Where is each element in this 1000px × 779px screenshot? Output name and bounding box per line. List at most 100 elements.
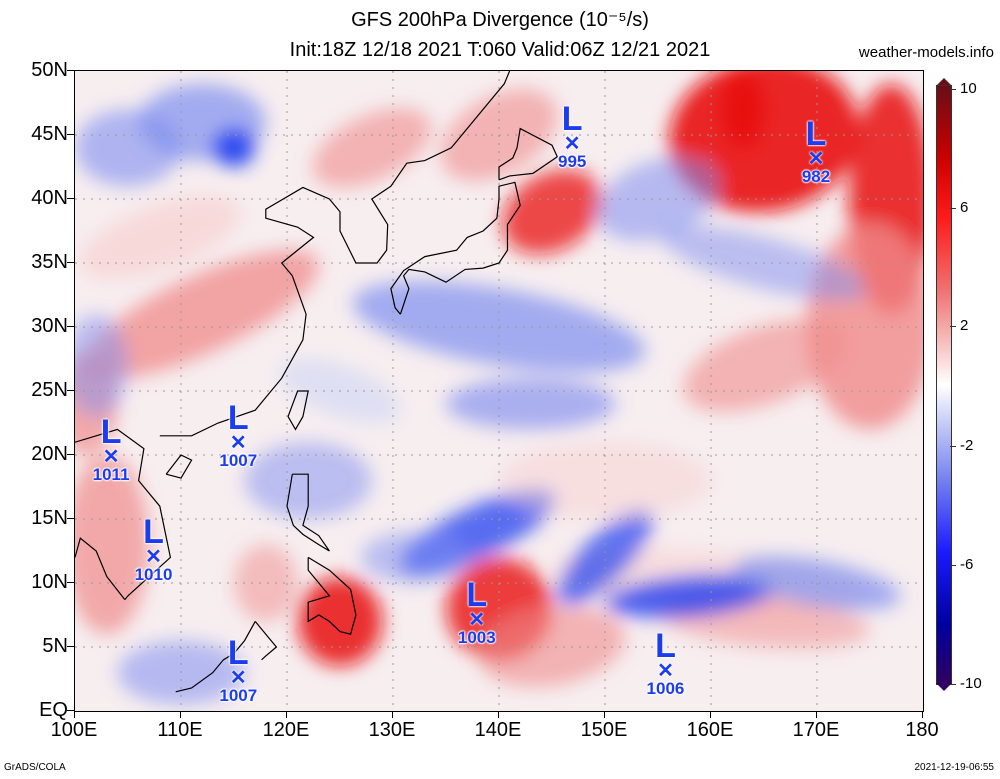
lat-tick-mark	[67, 134, 74, 135]
colorbar	[936, 85, 952, 685]
lon-tick-mark	[286, 711, 287, 718]
lon-tick-label: 160E	[686, 719, 734, 741]
divergence-blob	[312, 108, 432, 188]
coastline	[498, 127, 559, 181]
coastline	[165, 454, 193, 479]
coastline	[254, 621, 278, 661]
low-letter: L	[100, 413, 122, 452]
footer-software: GrADS/COLA	[4, 762, 66, 773]
lat-tick-label: 20N	[31, 443, 68, 465]
divergence-blob	[605, 574, 775, 618]
colorbar-tick	[950, 684, 956, 685]
lat-tick-label: 15N	[31, 507, 68, 529]
lat-tick-mark	[67, 454, 74, 455]
lat-tick-mark	[67, 518, 74, 519]
lat-tick-mark	[67, 710, 74, 711]
coastline	[159, 71, 511, 437]
footer-timestamp: 2021-12-19-06:55	[914, 762, 994, 773]
low-letter: L	[561, 99, 583, 138]
lat-tick-label: 25N	[31, 379, 68, 401]
chart-subtitle: Init:18Z 12/18 2021 T:060 Valid:06Z 12/2…	[289, 39, 711, 61]
lat-tick-label: 45N	[31, 123, 68, 145]
lon-tick-label: 120E	[262, 719, 310, 741]
low-pressure-value: 1011	[92, 465, 130, 485]
low-pressure-value: 1003	[457, 627, 496, 647]
coastline	[75, 537, 126, 601]
low-pressure-value: 982	[801, 167, 831, 187]
low-center-x-icon: ✕	[229, 432, 247, 455]
coastline	[287, 390, 309, 431]
lat-tick-label: 40N	[31, 187, 68, 209]
lon-tick-label: 180	[905, 719, 939, 741]
low-pressure-center: L ✕ 1007	[203, 636, 273, 705]
low-pressure-center: L ✕ 1006	[630, 627, 700, 699]
low-pressure-center: L ✕ 982	[781, 115, 851, 187]
low-center-x-icon: ✕	[807, 148, 825, 171]
low-pressure-center: L ✕ 1003	[442, 575, 512, 647]
low-pressure-center: L ✕ 1007	[203, 401, 273, 471]
colorbar-tick	[950, 89, 956, 90]
lat-tick-label: 10N	[31, 571, 68, 593]
low-letter: L	[805, 115, 827, 154]
colorbar-label: 2	[960, 317, 969, 334]
lat-tick-label: 50N	[31, 59, 68, 81]
colorbar-max-arrow	[936, 78, 952, 86]
divergence-blob	[361, 531, 468, 583]
lon-tick-mark	[180, 711, 181, 718]
coastline	[307, 556, 357, 635]
divergence-blob	[75, 109, 181, 187]
low-center-x-icon: ✕	[145, 546, 162, 569]
lat-tick-mark	[67, 390, 74, 391]
low-letter: L	[143, 513, 164, 552]
low-letter: L	[655, 627, 676, 666]
divergence-blob	[79, 195, 241, 280]
low-pressure-center: L ✕ 1011	[76, 413, 146, 485]
divergence-blob	[297, 576, 383, 667]
divergence-blob	[85, 250, 319, 379]
colorbar-min-arrow	[936, 683, 952, 691]
lon-tick-mark	[498, 711, 499, 718]
divergence-blob	[75, 314, 128, 417]
low-pressure-value: 995	[558, 151, 587, 171]
colorbar-tick	[950, 565, 956, 566]
low-pressure-value: 1010	[134, 565, 173, 585]
lon-tick-mark	[816, 711, 817, 718]
lon-tick-label: 170E	[792, 719, 840, 741]
lat-tick-mark	[67, 646, 74, 647]
lon-tick-mark	[392, 711, 393, 718]
low-center-x-icon: ✕	[468, 608, 486, 631]
colorbar-tick	[950, 446, 956, 447]
colorbar-label: 6	[960, 199, 969, 216]
site-label: weather-models.info	[858, 44, 994, 61]
low-center-x-icon: ✕	[229, 666, 247, 689]
colorbar-label: -10	[960, 675, 982, 692]
divergence-field	[75, 71, 923, 711]
low-letter: L	[466, 575, 488, 614]
colorbar-tick	[950, 208, 956, 209]
divergence-blob	[75, 455, 150, 635]
coastline	[390, 181, 521, 315]
lon-tick-label: 150E	[580, 719, 628, 741]
map-plot-area	[74, 70, 924, 712]
low-pressure-value: 1007	[219, 685, 258, 705]
chart-title: GFS 200hPa Divergence (10⁻⁵/s)	[351, 9, 649, 31]
lat-tick-mark	[67, 262, 74, 263]
lat-tick-label: 5N	[42, 635, 68, 657]
lon-tick-label: 100E	[50, 719, 98, 741]
coastline	[286, 473, 330, 552]
divergence-blob	[478, 607, 626, 687]
lon-tick-mark	[922, 711, 923, 718]
low-pressure-value: 1007	[219, 451, 258, 471]
divergence-blob	[234, 544, 298, 622]
colorbar-label: -6	[960, 556, 974, 573]
coastline	[75, 428, 172, 601]
lon-tick-mark	[604, 711, 605, 718]
lat-tick-label: EQ	[39, 699, 68, 721]
low-pressure-value: 1006	[646, 679, 685, 699]
lat-tick-mark	[67, 326, 74, 327]
low-center-x-icon: ✕	[102, 446, 120, 469]
low-pressure-center: L ✕ 1010	[119, 513, 189, 585]
lon-tick-mark	[74, 711, 75, 718]
lon-tick-label: 140E	[474, 719, 522, 741]
divergence-blob	[596, 156, 720, 242]
